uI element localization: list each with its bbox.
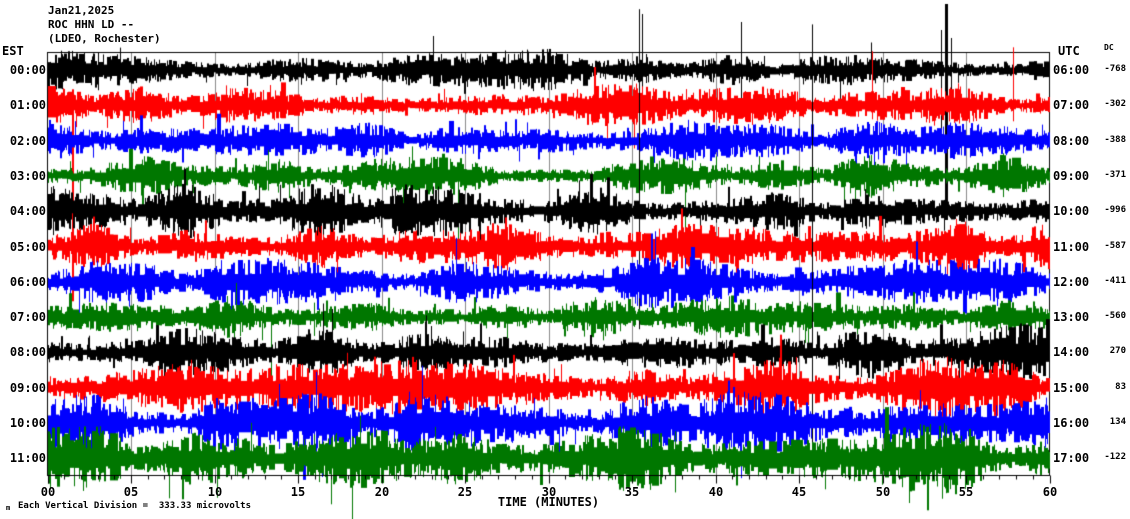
x-tick-label: 40 — [708, 485, 724, 499]
right-axis-label-utc: UTC — [1058, 44, 1080, 58]
dc-value-label: 134 — [1109, 417, 1126, 427]
right-time-label: 15:00 — [1053, 381, 1090, 395]
dc-value-label: -768 — [1104, 64, 1126, 74]
x-tick-label: 45 — [791, 485, 807, 499]
x-tick-label: 20 — [374, 485, 390, 499]
x-tick-label: 30 — [541, 485, 557, 499]
x-tick-label: 50 — [875, 485, 891, 499]
dc-value-label: -996 — [1104, 205, 1126, 215]
right-time-label: 12:00 — [1053, 275, 1090, 289]
left-time-label: 05:00 — [9, 240, 46, 254]
header-station: ROC HHN LD -- — [48, 18, 135, 31]
right-time-label: 10:00 — [1053, 204, 1090, 218]
right-time-label: 17:00 — [1053, 451, 1090, 465]
x-tick-label: 10 — [207, 485, 223, 499]
dc-value-label: 270 — [1109, 346, 1126, 356]
dc-value-label: 83 — [1115, 382, 1126, 392]
left-time-label: 04:00 — [9, 204, 46, 218]
left-axis-label-est: EST — [2, 44, 24, 58]
dc-value-label: -371 — [1104, 170, 1126, 180]
right-time-label: 08:00 — [1053, 134, 1090, 148]
left-time-label: 09:00 — [9, 381, 46, 395]
x-tick-label: 60 — [1042, 485, 1058, 499]
dc-value-label: -388 — [1104, 135, 1126, 145]
dc-value-label: -411 — [1104, 276, 1126, 286]
scale-note: Each Vertical Division = 333.33 microvol… — [18, 501, 251, 511]
x-tick-label: 05 — [123, 485, 139, 499]
dc-value-label: -560 — [1104, 311, 1126, 321]
watermark-glyph: m — [6, 504, 11, 512]
dc-value-label: -122 — [1104, 452, 1126, 462]
right-time-label: 09:00 — [1053, 169, 1090, 183]
left-time-label: 10:00 — [9, 416, 46, 430]
dc-value-label: -302 — [1104, 99, 1126, 109]
right-time-label: 06:00 — [1053, 63, 1090, 77]
left-time-label: 06:00 — [9, 275, 46, 289]
x-tick-label: 00 — [40, 485, 56, 499]
left-time-label: 00:00 — [9, 63, 46, 77]
right-time-label: 07:00 — [1053, 98, 1090, 112]
left-time-label: 07:00 — [9, 310, 46, 324]
x-tick-label: 55 — [958, 485, 974, 499]
left-time-label: 02:00 — [9, 134, 46, 148]
right-time-label: 13:00 — [1053, 310, 1090, 324]
x-tick-label: 25 — [457, 485, 473, 499]
x-axis-title: TIME (MINUTES) — [497, 495, 600, 509]
x-tick-label: 15 — [290, 485, 306, 499]
right-time-label: 14:00 — [1053, 345, 1090, 359]
x-tick-label: 35 — [624, 485, 640, 499]
left-time-label: 08:00 — [9, 345, 46, 359]
right-time-label: 11:00 — [1053, 240, 1090, 254]
left-time-label: 01:00 — [9, 98, 46, 112]
header-location: (LDEO, Rochester) — [48, 32, 161, 45]
right-time-label: 16:00 — [1053, 416, 1090, 430]
dc-value-label: -587 — [1104, 241, 1126, 251]
left-time-label: 11:00 — [9, 451, 46, 465]
header-date: Jan21,2025 — [48, 4, 115, 17]
left-time-label: 03:00 — [9, 169, 46, 183]
dc-column-label: DC — [1104, 43, 1114, 52]
